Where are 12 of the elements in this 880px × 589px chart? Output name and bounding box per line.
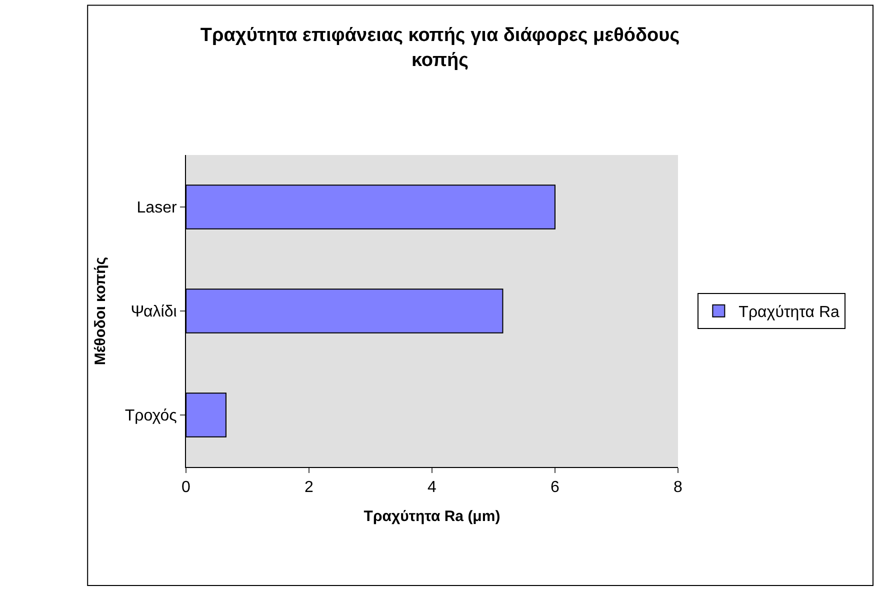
x-tick-label: 0 [182,479,191,496]
y-tick-label: Laser [136,200,178,217]
legend-label: Τραχύτητα Ra [738,304,840,322]
y-axis-title: Μέθοδοι κοπής [92,256,110,366]
x-axis-title: Τραχύτητα Ra (μm) [364,508,500,526]
chart-title: Τραχύτητα επιφάνειας κοπής για διάφορες μεθόδους κοπής [200,25,680,71]
x-tick-label: 4 [428,479,437,496]
x-tick-label: 6 [550,479,560,496]
x-tick-label: 8 [674,479,683,496]
y-tick-label: Τροχός [124,408,178,425]
x-tick-label: 2 [304,479,314,496]
y-tick-label: Ψαλίδι [130,304,178,321]
